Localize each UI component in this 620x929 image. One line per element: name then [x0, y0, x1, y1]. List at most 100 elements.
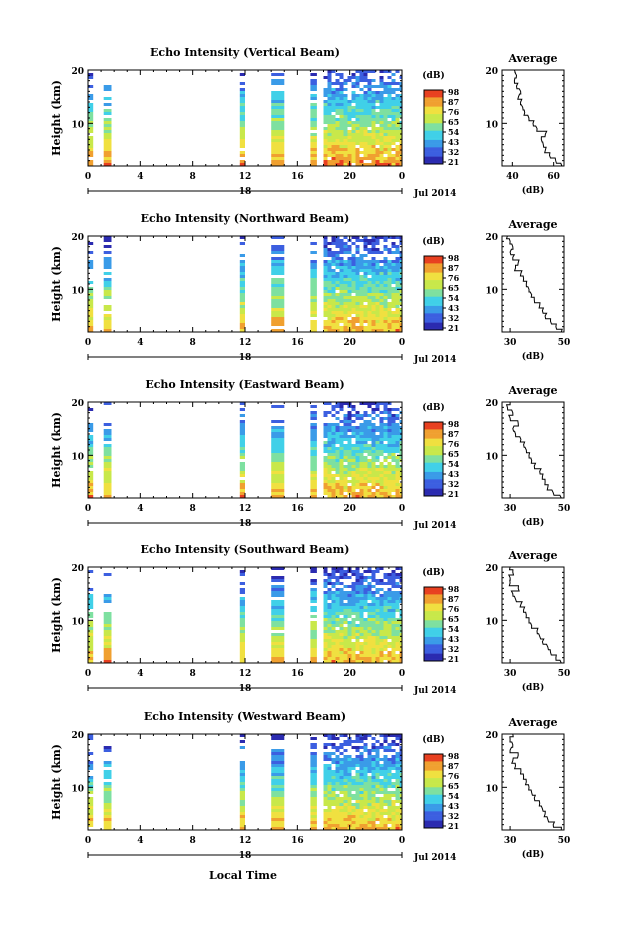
heatmap-cell — [351, 281, 356, 284]
heatmap-cell — [379, 287, 384, 290]
heatmap-cell — [363, 124, 368, 127]
colorbar-tick-label: 43 — [448, 634, 460, 644]
heatmap-cell — [355, 124, 360, 127]
heatmap-cell — [339, 618, 344, 621]
heatmap-cell — [339, 630, 344, 633]
heatmap-cell — [387, 633, 392, 636]
heatmap-cell — [367, 94, 372, 97]
heatmap-cell — [355, 483, 360, 486]
heatmap-cell — [375, 305, 380, 308]
heatmap-cell — [343, 585, 348, 588]
heatmap-cell — [383, 450, 388, 453]
heatmap-cell — [387, 133, 392, 136]
heatmap-cell — [399, 755, 402, 758]
heatmap-cell — [351, 254, 356, 257]
heatmap-cell — [310, 293, 317, 296]
heatmap-cell — [323, 112, 328, 115]
heatmap-cell — [395, 70, 400, 73]
heatmap-cell — [391, 809, 396, 812]
heatmap-cell — [363, 278, 368, 281]
heatmap-cell — [387, 70, 392, 73]
heatmap-cell — [367, 97, 372, 100]
heatmap-cell — [331, 139, 336, 142]
heatmap-cell — [351, 160, 356, 163]
colorbar-segment — [424, 601, 443, 604]
heatmap-cell — [395, 770, 400, 773]
heatmap-cell — [327, 112, 332, 115]
colorbar-segment — [424, 305, 443, 309]
heatmap-cell — [379, 468, 384, 471]
heatmap-cell — [239, 151, 245, 154]
heatmap-cell — [88, 151, 94, 154]
heatmap-cell — [359, 323, 364, 326]
heatmap-cell — [347, 797, 352, 800]
heatmap-cell — [371, 106, 376, 109]
heatmap-cell — [103, 483, 112, 486]
heatmap-cell — [387, 447, 392, 450]
heatmap-cell — [375, 405, 380, 408]
heatmap-cell — [383, 121, 388, 124]
heatmap-cell — [103, 103, 112, 106]
heatmap-cell — [359, 603, 364, 606]
heatmap-cell — [343, 444, 348, 447]
heatmap-cell — [343, 450, 348, 453]
heatmap-cell — [383, 492, 388, 495]
colorbar-segment — [424, 761, 443, 764]
heatmap-cell — [310, 272, 317, 275]
heatmap-cell — [331, 624, 336, 627]
colorbar-segment — [424, 434, 443, 438]
heatmap-cell — [88, 305, 94, 308]
heatmap-cell — [383, 275, 388, 278]
heatmap-cell — [399, 773, 402, 776]
colorbar-segment — [424, 475, 443, 478]
x-tick-label: 20 — [343, 504, 356, 514]
heatmap-cell — [327, 815, 332, 818]
heatmap-cell — [395, 794, 400, 797]
heatmap-cell — [367, 242, 372, 245]
average-x-tick-label: 60 — [547, 172, 560, 182]
colorbar-segment — [424, 770, 443, 773]
heatmap-cell — [371, 821, 376, 824]
heatmap-cell — [271, 97, 285, 100]
heatmap-cell — [375, 758, 380, 761]
colorbar-segment — [424, 629, 443, 632]
heatmap-cell — [359, 136, 364, 139]
heatmap-cell — [387, 94, 392, 97]
heatmap-cell — [310, 582, 317, 585]
heatmap-cell — [375, 429, 380, 432]
heatmap-cell — [343, 639, 348, 642]
heatmap-cell — [351, 272, 356, 275]
heatmap-cell — [347, 794, 352, 797]
heatmap-cell — [355, 154, 360, 157]
heatmap-cell — [323, 272, 328, 275]
heatmap-cell — [355, 121, 360, 124]
heatmap-cell — [339, 591, 344, 594]
heatmap-cell — [88, 480, 94, 483]
heatmap-cell — [347, 136, 352, 139]
heatmap-cell — [395, 660, 400, 663]
heatmap-cell — [347, 462, 352, 465]
heatmap-cell — [327, 145, 332, 148]
colorbar-segment — [424, 603, 443, 606]
heatmap-cell — [375, 269, 380, 272]
heatmap-cell — [103, 474, 112, 477]
heatmap-cell — [355, 266, 360, 269]
heatmap-cell — [379, 278, 384, 281]
heatmap-cell — [387, 492, 392, 495]
heatmap-cell — [331, 788, 336, 791]
heatmap-cell — [343, 242, 348, 245]
heatmap-cell — [347, 591, 352, 594]
heatmap-cell — [387, 82, 392, 85]
heatmap-cell — [375, 776, 380, 779]
heatmap-cell — [359, 163, 364, 166]
heatmap-cell — [327, 648, 332, 651]
heatmap-cell — [323, 320, 328, 323]
heatmap-cell — [271, 591, 285, 594]
heatmap-cell — [323, 827, 328, 830]
heatmap-cell — [395, 657, 400, 660]
heatmap-cell — [391, 420, 396, 423]
y-tick-label: 10 — [71, 617, 84, 627]
heatmap-cell — [351, 76, 356, 79]
heatmap-cell — [239, 818, 245, 821]
heatmap-cell — [355, 432, 360, 435]
